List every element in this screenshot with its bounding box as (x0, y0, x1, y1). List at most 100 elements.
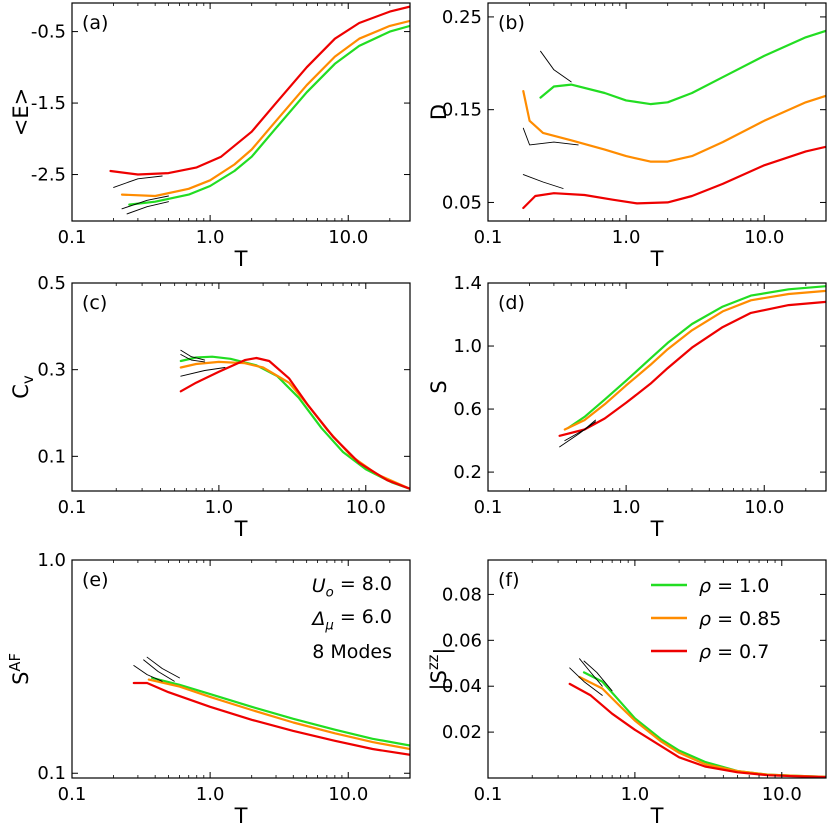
legend-entry: ρ = 0.7 (699, 641, 769, 663)
x-tick-label: 1.0 (612, 497, 641, 518)
series-line-2 (522, 145, 826, 210)
reference-curve-5 (126, 201, 169, 215)
axes-frame (71, 2, 411, 222)
x-tick-label: 0.1 (474, 227, 503, 248)
y-tick-label: 0.05 (442, 192, 482, 213)
panel-label: (c) (82, 292, 107, 314)
reference-curve-3 (113, 175, 163, 188)
reference-curve-5 (146, 656, 180, 679)
panel-label: (a) (82, 12, 108, 34)
y-tick-label: 0.06 (442, 630, 482, 651)
y-tick-label: 0.02 (442, 722, 482, 743)
panel-c: 0.1 1.0 10.0 0.1 0.3 0.5 T Cv (c) (9, 273, 411, 541)
reference-curve-3 (540, 50, 572, 83)
axes-frame (71, 559, 411, 779)
y-tick-label: -2.5 (31, 165, 66, 186)
series-line-0 (567, 285, 826, 430)
x-axis-label: T (650, 804, 664, 828)
panel-label: (f) (498, 569, 520, 591)
y-tick-label: 1.4 (453, 273, 482, 294)
reference-curve-4 (143, 659, 175, 682)
y-axis-label: SAF (7, 653, 33, 685)
x-axis-label: T (234, 804, 248, 828)
x-tick-label: 10.0 (762, 784, 802, 805)
y-tick-label: 0.5 (37, 273, 66, 294)
series-line-1 (147, 678, 410, 751)
x-tick-label: 1.0 (612, 227, 641, 248)
x-axis-label: T (650, 247, 664, 271)
series-line-0 (128, 24, 410, 206)
series-line-0 (582, 671, 826, 778)
x-tick-label: 1.0 (196, 784, 225, 805)
panel-f: 0.1 1.0 10.0 0.02 0.04 0.06 0.08 T |Szz| (f) ρ = 1… (425, 559, 827, 828)
x-tick-label: 10.0 (346, 497, 386, 518)
panel-label: (b) (498, 12, 525, 34)
y-tick-label: 0.04 (442, 676, 482, 697)
y-tick-label: 1.0 (453, 336, 482, 357)
y-axis-label: S (427, 380, 451, 393)
y-tick-label: 1.0 (37, 550, 66, 571)
axes-frame (487, 282, 827, 492)
series-line-2 (568, 682, 826, 778)
series-line-0 (151, 676, 410, 747)
y-tick-label: 0.3 (37, 360, 66, 381)
x-axis-label: T (234, 247, 248, 271)
reference-curve-5 (180, 367, 226, 377)
series-line-0 (539, 29, 826, 106)
reference-curve-4 (180, 354, 206, 363)
y-tick-label: 0.2 (453, 462, 482, 483)
panel-label: (d) (498, 292, 525, 314)
series-line-1 (179, 360, 410, 490)
reference-curve-4 (579, 658, 603, 687)
y-tick-label: 0.08 (442, 584, 482, 605)
panel-a: 0.1 1.0 10.0 -2.5 -1.5 -0.5 T <E> (a) (9, 2, 411, 271)
reference-curve-4 (564, 419, 596, 442)
x-tick-label: 1.0 (621, 784, 650, 805)
axes-frame (487, 2, 827, 222)
y-tick-label: 0.6 (453, 399, 482, 420)
annotation-1: Δμ = 6.0 (310, 606, 392, 634)
x-tick-label: 10.0 (744, 227, 784, 248)
x-tick-label: 0.1 (58, 784, 87, 805)
x-tick-label: 1.0 (205, 497, 234, 518)
x-tick-label: 0.1 (58, 227, 87, 248)
x-tick-label: 10.0 (328, 227, 368, 248)
x-tick-label: 0.1 (58, 497, 87, 518)
series-line-2 (109, 5, 410, 176)
reference-curve-4 (522, 127, 579, 146)
x-tick-label: 0.1 (474, 784, 503, 805)
y-axis-label: D (427, 104, 451, 120)
y-axis-label: <E> (9, 88, 33, 136)
reference-curve-3 (569, 667, 603, 696)
y-tick-label: 0.1 (37, 446, 66, 467)
series-line-1 (120, 19, 410, 198)
y-axis-label: Cv (9, 375, 37, 399)
annotation-2: 8 Modes (312, 641, 392, 663)
reference-curve-3 (559, 421, 596, 448)
y-tick-label: 0.15 (442, 100, 482, 121)
panel-e: 0.1 1.0 10.0 0.1 1.0 T SAF (e) Uo = 8.0 Δμ = 6.0 8… (7, 550, 411, 828)
series-line-0 (179, 355, 410, 490)
annotation-0: Uo = 8.0 (312, 573, 392, 601)
y-tick-label: 0.25 (442, 7, 482, 28)
axes-frame (487, 559, 827, 779)
x-tick-label: 0.1 (474, 497, 503, 518)
x-tick-label: 10.0 (328, 784, 368, 805)
reference-curve-5 (522, 174, 564, 189)
panel-d: 0.1 1.0 10.0 0.2 0.6 1.0 1.4 T S (d) (427, 273, 827, 541)
panel-label: (e) (82, 569, 109, 591)
series-line-1 (522, 90, 826, 163)
legend-entry: ρ = 1.0 (699, 575, 769, 597)
x-tick-label: 10.0 (744, 497, 784, 518)
x-axis-label: T (234, 517, 248, 541)
series-line-1 (563, 289, 826, 431)
series-line-2 (558, 300, 826, 437)
reference-curve-4 (121, 195, 169, 210)
y-tick-label: 0.1 (37, 763, 66, 784)
series-line-2 (179, 356, 410, 490)
reference-curve-3 (180, 349, 206, 361)
panel-b: 0.1 1.0 10.0 0.05 0.15 0.25 T D (b) (427, 2, 827, 271)
y-axis-label: |Szz| (425, 648, 456, 691)
y-tick-label: -1.5 (31, 93, 66, 114)
